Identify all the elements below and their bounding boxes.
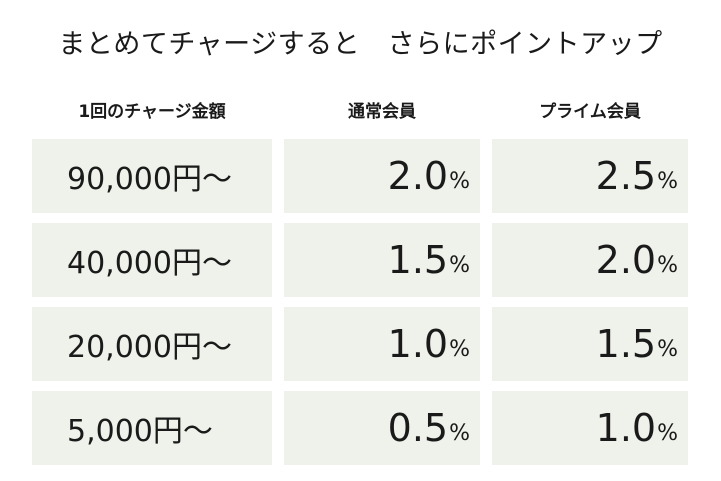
prime-rate-value: 1.0 (595, 406, 657, 450)
regular-rate-cell: 1.5% (284, 223, 480, 297)
charge-amount-cell: 40,000円〜 (32, 223, 272, 297)
regular-rate-value: 1.0 (387, 322, 449, 366)
regular-rate-value: 1.5 (387, 238, 449, 282)
regular-rate-value: 2.0 (387, 154, 449, 198)
percent-sign: % (657, 168, 678, 194)
table-row: 5,000円〜 0.5% 1.0% (0, 391, 721, 465)
table-row: 20,000円〜 1.0% 1.5% (0, 307, 721, 381)
percent-sign: % (449, 420, 470, 446)
table-row: 90,000円〜 2.0% 2.5% (0, 139, 721, 213)
percent-sign: % (449, 168, 470, 194)
charge-amount-cell: 90,000円〜 (32, 139, 272, 213)
prime-rate-cell: 1.0% (492, 391, 688, 465)
regular-rate-cell: 2.0% (284, 139, 480, 213)
page-title: まとめてチャージすると さらにポイントアップ (58, 29, 663, 60)
column-header-charge-amount: 1回のチャージ金額 (78, 102, 226, 122)
percent-sign: % (657, 252, 678, 278)
prime-rate-cell: 2.0% (492, 223, 688, 297)
prime-rate-cell: 2.5% (492, 139, 688, 213)
prime-rate-value: 2.5 (595, 154, 657, 198)
charge-amount-cell: 20,000円〜 (32, 307, 272, 381)
regular-rate-cell: 0.5% (284, 391, 480, 465)
table-row: 40,000円〜 1.5% 2.0% (0, 223, 721, 297)
prime-rate-cell: 1.5% (492, 307, 688, 381)
prime-rate-value: 1.5 (595, 322, 657, 366)
percent-sign: % (657, 420, 678, 446)
charge-amount-cell: 5,000円〜 (32, 391, 272, 465)
column-header-regular-member: 通常会員 (348, 102, 416, 122)
percent-sign: % (449, 336, 470, 362)
regular-rate-cell: 1.0% (284, 307, 480, 381)
column-header-prime-member: プライム会員 (539, 102, 641, 122)
percent-sign: % (449, 252, 470, 278)
percent-sign: % (657, 336, 678, 362)
prime-rate-value: 2.0 (595, 238, 657, 282)
regular-rate-value: 0.5 (387, 406, 449, 450)
